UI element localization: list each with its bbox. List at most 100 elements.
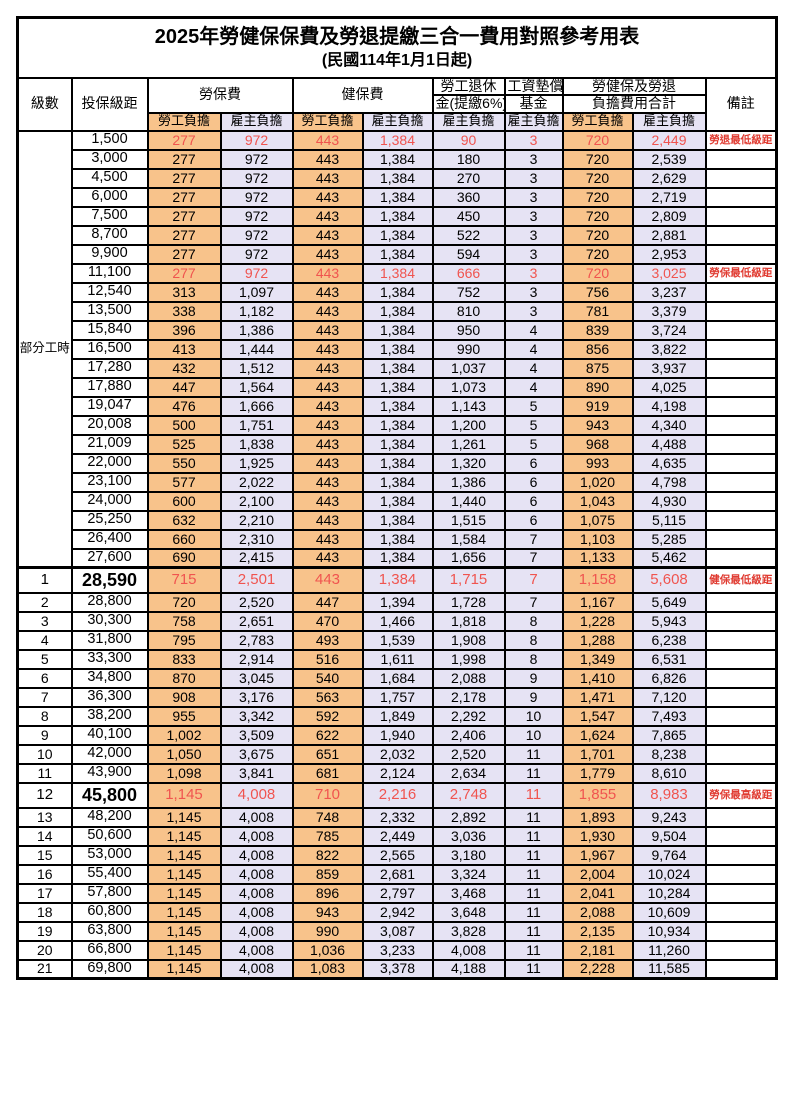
pension-employer-cell: 2,748 (431, 781, 506, 809)
table-row: 21,009 525 1,838 443 1,384 1,261 5 968 4,488 (18, 433, 778, 455)
table-row: 2 28,800 720 2,520 447 1,394 1,728 7 1,167 5,649 (16, 591, 778, 613)
total-employer-cell: 3,025 (631, 262, 707, 284)
bracket-cell: 27,600 (70, 547, 149, 569)
health-employer-cell: 1,384 (361, 471, 434, 493)
total-employee-cell: 781 (561, 300, 634, 322)
wage-fund-employer-cell: 7 (503, 566, 564, 594)
total-employee-cell: 2,088 (561, 901, 634, 923)
table-row: 21 69,800 1,145 4,008 1,083 3,378 4,188 11 2,228… (16, 958, 778, 980)
pension-employer-cell: 2,088 (431, 667, 506, 689)
total-employer-cell: 2,809 (631, 205, 707, 227)
bracket-cell: 16,500 (70, 338, 149, 360)
labor-employee-cell: 833 (146, 648, 222, 670)
total-employee-cell: 993 (561, 452, 634, 474)
level-cell: 19 (16, 920, 73, 942)
level-cell: 15 (16, 844, 73, 866)
total-employee-cell: 1,893 (561, 806, 634, 828)
labor-employee-cell: 1,145 (146, 920, 222, 942)
health-employee-cell: 443 (291, 262, 364, 284)
health-employer-cell: 1,466 (361, 610, 434, 632)
bracket-cell: 7,500 (70, 205, 149, 227)
health-employee-cell: 943 (291, 901, 364, 923)
wage-fund-employer-cell: 6 (503, 471, 564, 493)
remark-cell (704, 186, 778, 208)
health-employee-cell: 563 (291, 686, 364, 708)
table-row: 11 43,900 1,098 3,841 681 2,124 2,634 11 1,779 8,… (16, 762, 778, 784)
pension-employer-cell: 2,892 (431, 806, 506, 828)
health-employer-cell: 1,611 (361, 648, 434, 670)
health-employee-cell: 443 (291, 338, 364, 360)
total-employee-cell: 1,043 (561, 490, 634, 512)
pension-employer-cell: 4,008 (431, 939, 506, 961)
total-employer-cell: 5,649 (631, 591, 707, 613)
labor-employee-cell: 1,145 (146, 844, 222, 866)
part-time-group-label: 部分工時 (16, 129, 73, 569)
wage-fund-employer-cell: 11 (503, 806, 564, 828)
wage-fund-employer-cell: 7 (503, 547, 564, 569)
table-body: 部分工時 1,500 277 972 443 1,384 90 3 720 2,449 勞退最低級距… (16, 129, 778, 980)
table-row: 12,540 313 1,097 443 1,384 752 3 756 3,237 (18, 281, 778, 303)
table-row: 16,500 413 1,444 443 1,384 990 4 856 3,822 (18, 338, 778, 360)
labor-employer-cell: 2,651 (219, 610, 294, 632)
bracket-cell: 28,800 (70, 591, 149, 613)
health-employee-cell: 443 (291, 528, 364, 550)
remark-cell (704, 281, 778, 303)
remark-cell (704, 433, 778, 455)
col-header-level: 級數 (16, 76, 73, 132)
wage-fund-employer-cell: 11 (503, 825, 564, 847)
labor-employer-cell: 2,022 (219, 471, 294, 493)
health-employer-cell: 1,384 (361, 262, 434, 284)
remark-cell (704, 167, 778, 189)
subheader-health-employer: 雇主負擔 (361, 111, 434, 132)
table-row: 14 50,600 1,145 4,008 785 2,449 3,036 11 1,930 9,… (16, 825, 778, 847)
labor-employee-cell: 720 (146, 591, 222, 613)
labor-employer-cell: 972 (219, 148, 294, 170)
total-employer-cell: 3,937 (631, 357, 707, 379)
labor-employer-cell: 3,045 (219, 667, 294, 689)
bracket-cell: 38,200 (70, 705, 149, 727)
table-row: 7 36,300 908 3,176 563 1,757 2,178 9 1,471 7,120 (16, 686, 778, 708)
level-cell: 2 (16, 591, 73, 613)
remark-cell (704, 490, 778, 512)
total-employee-cell: 1,624 (561, 724, 634, 746)
remark-cell (704, 648, 778, 670)
wage-fund-employer-cell: 5 (503, 433, 564, 455)
health-employee-cell: 1,036 (291, 939, 364, 961)
labor-employee-cell: 1,145 (146, 863, 222, 885)
total-employee-cell: 1,855 (561, 781, 634, 809)
total-employer-cell: 2,881 (631, 224, 707, 246)
health-employer-cell: 2,797 (361, 882, 434, 904)
wage-fund-employer-cell: 3 (503, 148, 564, 170)
total-employer-cell: 7,120 (631, 686, 707, 708)
bracket-cell: 40,100 (70, 724, 149, 746)
fee-comparison-table: 2025年勞健保保費及勞退提繳三合一費用對照參考用表 (民國114年1月1日起)… (16, 16, 779, 981)
health-employee-cell: 443 (291, 281, 364, 303)
subheader-total-employee: 勞工負擔 (561, 111, 634, 132)
health-employer-cell: 2,565 (361, 844, 434, 866)
table-row: 8,700 277 972 443 1,384 522 3 720 2,881 (18, 224, 778, 246)
wage-fund-employer-cell: 8 (503, 610, 564, 632)
wage-fund-employer-cell: 11 (503, 743, 564, 765)
total-employer-cell: 5,115 (631, 509, 707, 531)
total-employee-cell: 1,779 (561, 762, 634, 784)
remark-cell (704, 300, 778, 322)
health-employee-cell: 822 (291, 844, 364, 866)
pension-employer-cell: 1,656 (431, 547, 506, 569)
labor-employee-cell: 277 (146, 167, 222, 189)
total-employer-cell: 6,531 (631, 648, 707, 670)
labor-employer-cell: 1,097 (219, 281, 294, 303)
health-employer-cell: 3,233 (361, 939, 434, 961)
labor-employer-cell: 1,564 (219, 376, 294, 398)
wage-fund-employer-cell: 3 (503, 224, 564, 246)
labor-employer-cell: 2,100 (219, 490, 294, 512)
col-header-total-line2: 負擔費用合計 (561, 94, 707, 114)
table-row: 11,100 277 972 443 1,384 666 3 720 3,025 勞保最低級距 (18, 262, 778, 284)
labor-employee-cell: 1,098 (146, 762, 222, 784)
total-employee-cell: 720 (561, 186, 634, 208)
pension-employer-cell: 1,715 (431, 566, 506, 594)
remark-cell (704, 414, 778, 436)
labor-employee-cell: 690 (146, 547, 222, 569)
total-employee-cell: 720 (561, 243, 634, 265)
labor-employer-cell: 1,925 (219, 452, 294, 474)
remark-cell (704, 705, 778, 727)
